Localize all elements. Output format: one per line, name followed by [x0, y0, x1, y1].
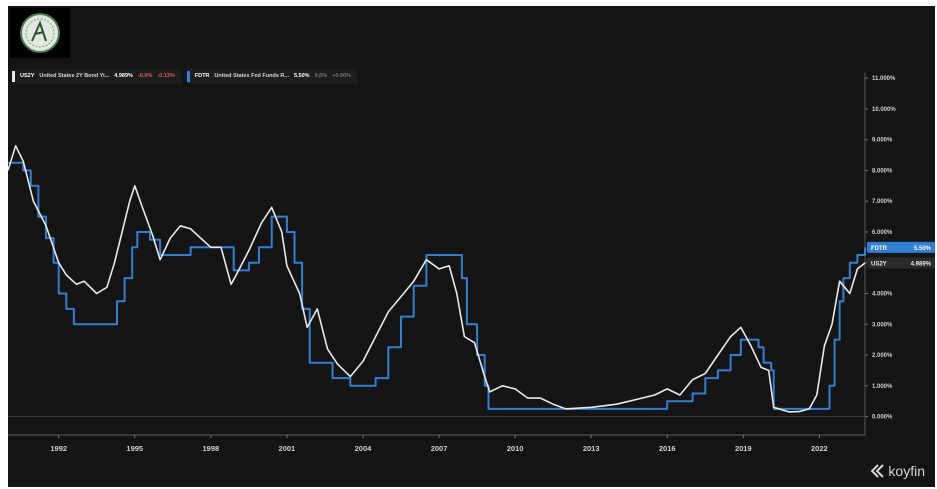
y-tick-label: 10.000% — [872, 107, 896, 113]
legend-item-fdtr[interactable]: FDTR United States Fed Funds R... 5.50% … — [186, 68, 357, 84]
end-label-box — [867, 257, 935, 269]
x-tick-label: 1995 — [126, 444, 143, 453]
logo — [10, 8, 70, 58]
legend-code: FDTR — [194, 73, 210, 79]
y-tick-label: 3.000% — [872, 322, 893, 328]
logo-emblem-icon — [20, 13, 60, 53]
legend-value: 5.50% — [293, 73, 310, 79]
y-tick-label: 1.000% — [872, 384, 893, 390]
legend-change: 0.0% — [314, 73, 328, 79]
x-tick-label: 2004 — [355, 444, 373, 453]
x-tick-label: 2022 — [811, 444, 828, 453]
y-tick-label: 8.000% — [872, 168, 893, 174]
legend-swatch — [12, 70, 15, 82]
legend-name: United States Fed Funds R... — [214, 73, 289, 79]
brand-name: koyfin — [888, 463, 925, 479]
koyfin-logo-icon — [871, 464, 885, 478]
end-label-code: US2Y — [871, 262, 887, 268]
legend-change: -0.0% — [137, 73, 153, 79]
x-tick-label: 2013 — [583, 444, 600, 453]
x-tick-label: 2001 — [279, 444, 296, 453]
legend-change-percent: -0.13% — [157, 73, 175, 79]
legend-item-us2y[interactable]: US2Y United States 2Y Bond Yi... 4.989% … — [12, 68, 181, 84]
y-tick-label: 6.000% — [872, 230, 893, 236]
legend-name: United States 2Y Bond Yi... — [39, 73, 110, 79]
legend-swatch — [186, 70, 190, 82]
y-tick-label: 9.000% — [872, 138, 893, 144]
legend-value: 4.989% — [114, 73, 133, 79]
end-label-box — [867, 241, 935, 253]
chart-frame: US2Y United States 2Y Bond Yi... 4.989% … — [8, 6, 935, 487]
series-line-us2y — [8, 145, 866, 413]
x-tick-label: 2007 — [431, 444, 448, 453]
y-tick-label: 7.000% — [872, 199, 893, 205]
y-tick-label: 4.000% — [872, 291, 893, 297]
chart-legend: US2Y United States 2Y Bond Yi... 4.989% … — [12, 68, 357, 84]
y-tick-label: 0.000% — [872, 415, 893, 421]
x-tick-label: 2016 — [659, 444, 676, 453]
y-tick-label: 11.000% — [872, 76, 896, 82]
end-label-value: 4.989% — [911, 262, 932, 268]
x-tick-label: 2010 — [507, 444, 524, 453]
x-tick-label: 1998 — [202, 444, 219, 453]
x-tick-label: 1992 — [50, 444, 67, 453]
end-label-code: FDTR — [871, 246, 888, 252]
series-line-fdtr — [8, 161, 866, 410]
x-tick-label: 2019 — [735, 444, 752, 453]
legend-code: US2Y — [20, 73, 35, 79]
brand-watermark: koyfin — [871, 463, 925, 479]
end-label-value: 5.50% — [914, 246, 932, 252]
y-tick-label: 2.000% — [872, 353, 893, 359]
line-chart[interactable]: 11.000% 10.000% 9.000% 8.000% 7.000% 6.000% 5.… — [8, 6, 935, 487]
legend-change-percent: +0.00% — [332, 73, 351, 79]
